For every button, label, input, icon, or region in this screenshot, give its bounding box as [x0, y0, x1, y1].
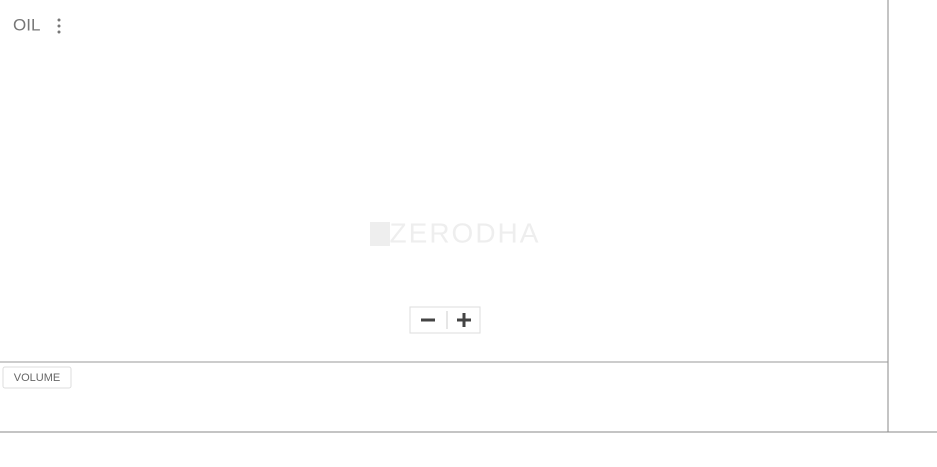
watermark: ZERODHA	[390, 217, 541, 248]
zoom-in[interactable]	[457, 313, 471, 327]
volume-tag	[2, 366, 72, 389]
symbol: OIL	[13, 15, 40, 34]
menu-icon[interactable]	[57, 18, 61, 34]
volume-label: VOLUME	[14, 372, 60, 384]
watermark-logo	[370, 222, 390, 246]
